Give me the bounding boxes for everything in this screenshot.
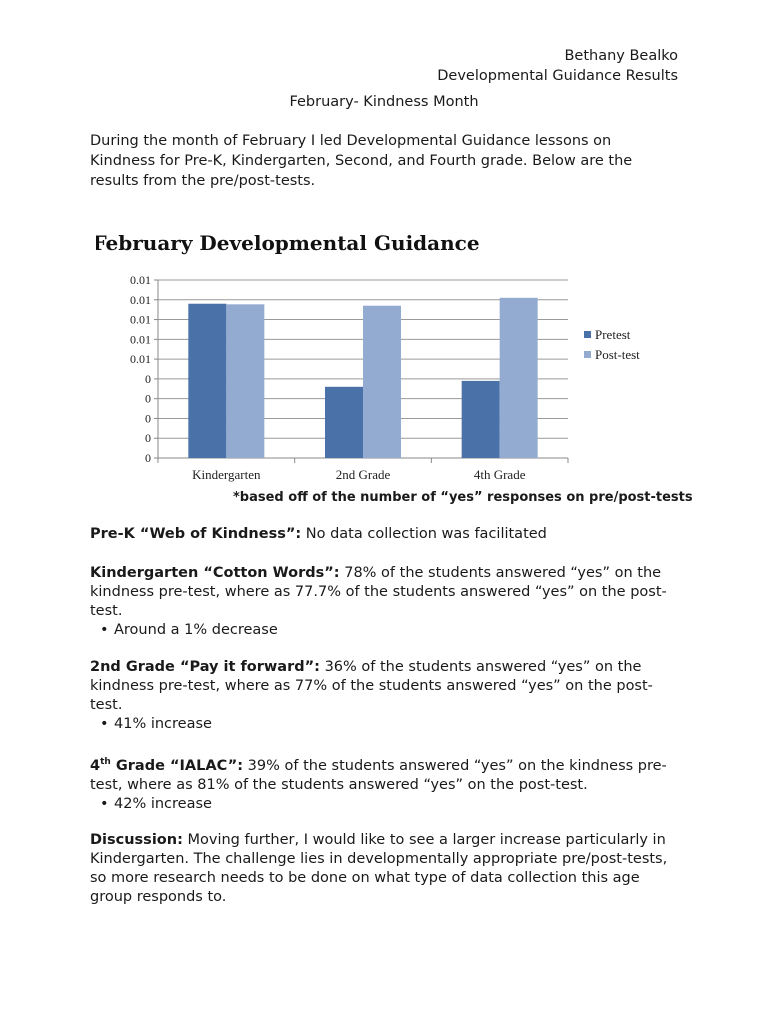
second-bullet: 41% increase [90, 715, 680, 734]
x-tick-label: Kindergarten [192, 467, 261, 482]
y-tick-label: 0.01 [130, 293, 151, 307]
chart-footnote: *based off of the number of “yes” respon… [233, 490, 693, 505]
kinder-label: Kindergarten “Cotton Words”: [90, 565, 340, 581]
fourth-text: 39% of the students answered “yes” on th… [90, 757, 667, 793]
bar-pretest [461, 380, 500, 458]
prek-text: No data collection was facilitated [301, 526, 547, 542]
document-title: Developmental Guidance Results [437, 68, 678, 84]
legend-label: Post-test [595, 347, 640, 362]
chart-svg: February Developmental Guidance 0 0 0 0 0 0.01… [96, 231, 640, 482]
x-tick-label: 2nd Grade [336, 467, 391, 482]
kinder-text: 78% of the students answered “yes” on th… [90, 565, 667, 619]
bar-pretest [188, 303, 227, 458]
author-name: Bethany Bealko [564, 48, 678, 64]
fourth-label-rest: Grade “IALAC”: [110, 757, 244, 774]
fourth-bullet: 42% increase [90, 795, 680, 814]
legend-swatch [584, 331, 591, 338]
y-tick-label: 0.01 [130, 273, 151, 287]
y-tick-label: 0 [145, 392, 151, 406]
bar-chart: February Developmental Guidance 0 0 0 0 0 0.01… [96, 218, 696, 513]
section-kindergarten: Kindergarten “Cotton Words”: 78% of the … [90, 564, 680, 640]
bar-posttest [499, 297, 538, 458]
fourth-label-num: 4 [90, 757, 101, 774]
x-tick-label: 4th Grade [474, 467, 526, 482]
chart-title: February Developmental Guidance [96, 231, 480, 255]
y-tick-label: 0.01 [130, 313, 151, 327]
intro-paragraph: During the month of February I led Devel… [90, 133, 633, 189]
discussion-label: Discussion: [90, 832, 183, 848]
y-tick-label: 0.01 [130, 332, 151, 346]
bar-posttest [363, 305, 401, 458]
legend-label: Pretest [595, 327, 631, 342]
y-tick-label: 0 [145, 451, 151, 465]
second-label: 2nd Grade “Pay it forward”: [90, 659, 320, 675]
y-tick-label: 0 [145, 411, 151, 425]
kinder-bullet: Around a 1% decrease [90, 621, 680, 640]
document-header: Bethany Bealko Developmental Guidance Re… [437, 46, 678, 86]
prek-label: Pre-K “Web of Kindness”: [90, 526, 302, 542]
discussion-text: Moving further, I would like to see a la… [90, 832, 668, 905]
fourth-label: 4th Grade “IALAC”: [90, 757, 244, 774]
section-second-grade: 2nd Grade “Pay it forward”: 36% of the s… [90, 658, 680, 734]
y-tick-label: 0.01 [130, 352, 151, 366]
legend-swatch [584, 351, 591, 358]
page-title: February- Kindness Month [289, 94, 479, 110]
second-text: 36% of the students answered “yes” on th… [90, 659, 653, 713]
bar-pretest [325, 386, 363, 458]
bar-posttest [226, 304, 265, 458]
section-prek: Pre-K “Web of Kindness”: No data collect… [90, 525, 680, 544]
section-fourth-grade: 4th Grade “IALAC”: 39% of the students a… [90, 753, 680, 814]
section-discussion: Discussion: Moving further, I would like… [90, 831, 680, 907]
fourth-label-sup: th [100, 757, 111, 767]
y-tick-label: 0 [145, 431, 151, 445]
y-tick-label: 0 [145, 372, 151, 386]
